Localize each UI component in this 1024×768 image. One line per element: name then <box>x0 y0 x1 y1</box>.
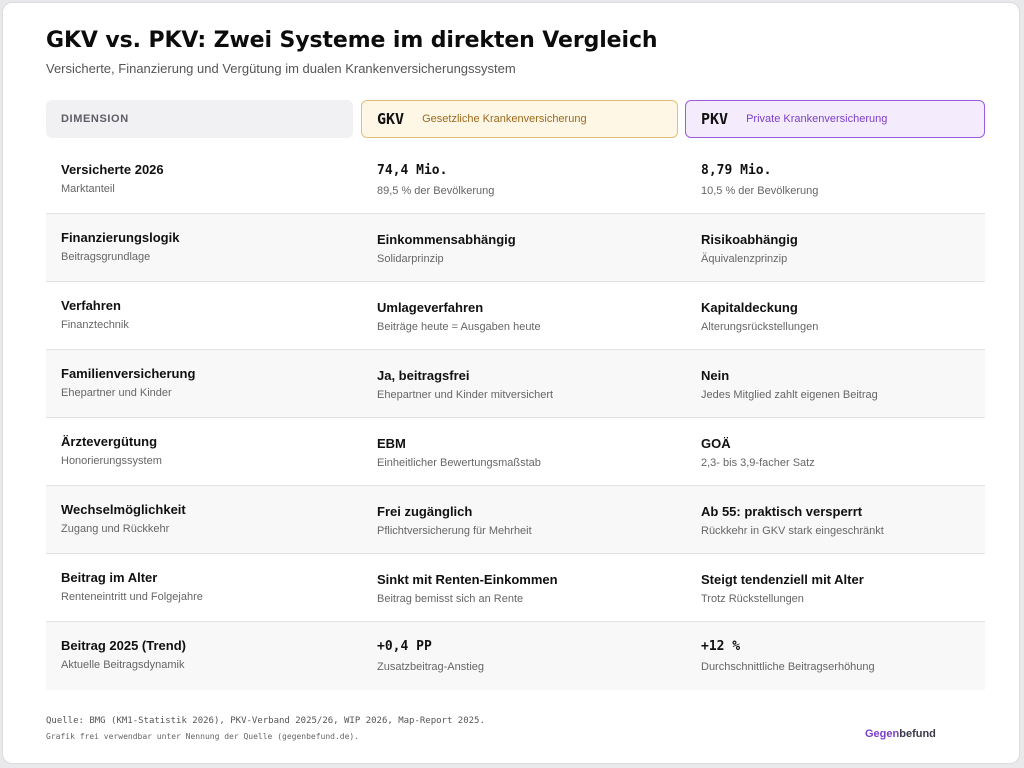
gkv-sub: Pflichtversicherung für Mehrheit <box>377 525 532 537</box>
gkv-value: Frei zugänglich <box>377 504 473 519</box>
dimension-label: DIMENSION <box>61 113 129 125</box>
table-row: Ärztevergütung Honorierungssystem EBM Ei… <box>46 418 985 486</box>
pkv-value: Risikoabhängig <box>701 232 798 247</box>
pkv-cell: Kapitaldeckung Alterungsrückstellungen <box>701 282 981 349</box>
row-sublabel: Ehepartner und Kinder <box>61 387 172 399</box>
table-row: Beitrag im Alter Renteneintritt und Folg… <box>46 554 985 622</box>
comparison-table: Versicherte 2026 Marktanteil 74,4 Mio. 8… <box>46 146 985 690</box>
gkv-sub: Ehepartner und Kinder mitversichert <box>377 389 554 401</box>
pkv-code: PKV <box>701 110 729 128</box>
pkv-sub: Äquivalenzprinzip <box>701 253 788 265</box>
gkv-cell: Ja, beitragsfrei Ehepartner und Kinder m… <box>377 350 677 417</box>
brand-logo: Gegenbefund <box>865 728 936 740</box>
pkv-value: Ab 55: praktisch versperrt <box>701 504 863 519</box>
usage-note: Grafik frei verwendbar unter Nennung der… <box>46 732 360 741</box>
row-label: Wechselmöglichkeit <box>61 502 186 517</box>
table-row: Beitrag 2025 (Trend) Aktuelle Beitragsdy… <box>46 622 985 690</box>
gkv-value: Umlageverfahren <box>377 300 484 315</box>
column-header-pkv: PKV Private Krankenversicherung <box>685 100 985 138</box>
gkv-cell: Sinkt mit Renten-Einkommen Beitrag bemis… <box>377 554 677 621</box>
row-label: Familienversicherung <box>61 366 196 381</box>
row-label: Versicherte 2026 <box>61 162 164 177</box>
dimension-cell: Beitrag 2025 (Trend) Aktuelle Beitragsdy… <box>61 622 351 690</box>
pkv-sub: Durchschnittliche Beitragserhöhung <box>701 661 875 673</box>
page-subtitle: Versicherte, Finanzierung und Vergütung … <box>46 61 516 76</box>
table-row: Finanzierungslogik Beitragsgrundlage Ein… <box>46 214 985 282</box>
gkv-cell: Frei zugänglich Pflichtversicherung für … <box>377 486 677 553</box>
row-sublabel: Honorierungssystem <box>61 455 162 467</box>
pkv-sub: 10,5 % der Bevölkerung <box>701 185 819 197</box>
gkv-cell: Einkommensabhängig Solidarprinzip <box>377 214 677 281</box>
gkv-sub: Beiträge heute = Ausgaben heute <box>377 321 541 333</box>
table-row: Verfahren Finanztechnik Umlageverfahren … <box>46 282 985 350</box>
gkv-code: GKV <box>377 110 405 128</box>
table-row: Versicherte 2026 Marktanteil 74,4 Mio. 8… <box>46 146 985 214</box>
gkv-sub: Zusatzbeitrag-Anstieg <box>377 661 484 673</box>
table-row: Wechselmöglichkeit Zugang und Rückkehr F… <box>46 486 985 554</box>
pkv-value: 8,79 Mio. <box>701 163 772 178</box>
gkv-name: Gesetzliche Krankenversicherung <box>422 113 587 125</box>
row-sublabel: Finanztechnik <box>61 319 129 331</box>
pkv-cell: 8,79 Mio. 10,5 % der Bevölkerung <box>701 146 981 213</box>
table-row: Familienversicherung Ehepartner und Kind… <box>46 350 985 418</box>
pkv-cell: Steigt tendenziell mit Alter Trotz Rücks… <box>701 554 981 621</box>
row-label: Beitrag im Alter <box>61 570 158 585</box>
pkv-name: Private Krankenversicherung <box>746 113 888 125</box>
gkv-sub: 89,5 % der Bevölkerung <box>377 185 495 197</box>
pkv-sub: 2,3- bis 3,9-facher Satz <box>701 457 815 469</box>
gkv-value: 74,4 Mio. <box>377 163 448 178</box>
brand-part-1: Gegen <box>865 728 900 740</box>
gkv-value: Einkommensabhängig <box>377 232 516 247</box>
pkv-sub: Alterungsrückstellungen <box>701 321 819 333</box>
pkv-sub: Trotz Rückstellungen <box>701 593 804 605</box>
dimension-cell: Wechselmöglichkeit Zugang und Rückkehr <box>61 486 351 553</box>
gkv-cell: +0,4 PP Zusatzbeitrag-Anstieg <box>377 622 677 690</box>
gkv-cell: EBM Einheitlicher Bewertungsmaßstab <box>377 418 677 485</box>
gkv-value: EBM <box>377 436 406 451</box>
row-sublabel: Renteneintritt und Folgejahre <box>61 591 203 603</box>
gkv-cell: 74,4 Mio. 89,5 % der Bevölkerung <box>377 146 677 213</box>
source-note: Quelle: BMG (KM1-Statistik 2026), PKV-Ve… <box>46 716 485 726</box>
gkv-sub: Einheitlicher Bewertungsmaßstab <box>377 457 541 469</box>
column-header-dimension: DIMENSION <box>46 100 353 138</box>
row-label: Finanzierungslogik <box>61 230 180 245</box>
row-label: Ärztevergütung <box>61 434 158 449</box>
pkv-value: +12 % <box>701 639 741 654</box>
row-sublabel: Beitragsgrundlage <box>61 251 151 263</box>
pkv-sub: Rückkehr in GKV stark eingeschränkt <box>701 525 884 537</box>
row-sublabel: Aktuelle Beitragsdynamik <box>61 659 185 671</box>
row-sublabel: Marktanteil <box>61 183 115 195</box>
dimension-cell: Ärztevergütung Honorierungssystem <box>61 418 351 485</box>
pkv-value: GOÄ <box>701 436 731 451</box>
gkv-value: Sinkt mit Renten-Einkommen <box>377 572 558 587</box>
row-sublabel: Zugang und Rückkehr <box>61 523 170 535</box>
gkv-value: +0,4 PP <box>377 639 432 654</box>
pkv-cell: Risikoabhängig Äquivalenzprinzip <box>701 214 981 281</box>
gkv-value: Ja, beitragsfrei <box>377 368 470 383</box>
pkv-cell: Nein Jedes Mitglied zahlt eigenen Beitra… <box>701 350 981 417</box>
pkv-cell: GOÄ 2,3- bis 3,9-facher Satz <box>701 418 981 485</box>
column-header-gkv: GKV Gesetzliche Krankenversicherung <box>361 100 678 138</box>
gkv-sub: Solidarprinzip <box>377 253 444 265</box>
pkv-cell: +12 % Durchschnittliche Beitragserhöhung <box>701 622 981 690</box>
pkv-value: Steigt tendenziell mit Alter <box>701 572 864 587</box>
pkv-cell: Ab 55: praktisch versperrt Rückkehr in G… <box>701 486 981 553</box>
page-title: GKV vs. PKV: Zwei Systeme im direkten Ve… <box>46 28 658 53</box>
dimension-cell: Beitrag im Alter Renteneintritt und Folg… <box>61 554 351 621</box>
pkv-value: Nein <box>701 368 730 383</box>
dimension-cell: Finanzierungslogik Beitragsgrundlage <box>61 214 351 281</box>
pkv-value: Kapitaldeckung <box>701 300 798 315</box>
gkv-sub: Beitrag bemisst sich an Rente <box>377 593 524 605</box>
row-label: Verfahren <box>61 298 121 313</box>
dimension-cell: Versicherte 2026 Marktanteil <box>61 146 351 213</box>
brand-part-2: befund <box>899 728 936 740</box>
dimension-cell: Verfahren Finanztechnik <box>61 282 351 349</box>
dimension-cell: Familienversicherung Ehepartner und Kind… <box>61 350 351 417</box>
row-label: Beitrag 2025 (Trend) <box>61 638 186 653</box>
pkv-sub: Jedes Mitglied zahlt eigenen Beitrag <box>701 389 878 401</box>
gkv-cell: Umlageverfahren Beiträge heute = Ausgabe… <box>377 282 677 349</box>
